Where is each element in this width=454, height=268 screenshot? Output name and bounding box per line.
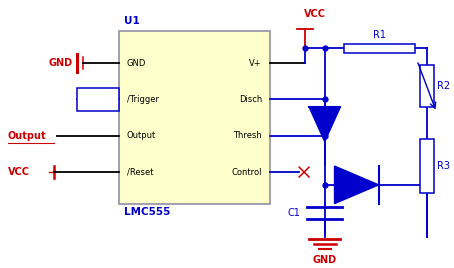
Text: R2: R2 [437,81,449,91]
Text: LMC555: LMC555 [123,207,170,217]
Text: Control: Control [232,168,262,177]
Text: U1: U1 [123,16,139,26]
Text: GND: GND [49,58,73,68]
Polygon shape [309,107,340,142]
Bar [420,65,434,107]
Text: Output: Output [127,131,156,140]
Bar [77,88,118,111]
Text: VCC: VCC [8,167,30,177]
Text: GND: GND [127,59,146,68]
FancyBboxPatch shape [118,31,270,204]
Text: GND: GND [313,255,337,265]
Bar [420,139,434,193]
Text: Output: Output [8,131,46,141]
Text: R1: R1 [373,30,386,40]
Text: Thresh: Thresh [233,131,262,140]
Polygon shape [335,166,379,204]
Text: /Trigger: /Trigger [127,95,158,104]
Text: V+: V+ [249,59,262,68]
Text: R3: R3 [437,161,449,171]
Text: Disch: Disch [239,95,262,104]
Text: C1: C1 [287,208,300,218]
Text: VCC: VCC [304,9,326,19]
Text: /Reset: /Reset [127,168,153,177]
Bar [344,44,415,53]
